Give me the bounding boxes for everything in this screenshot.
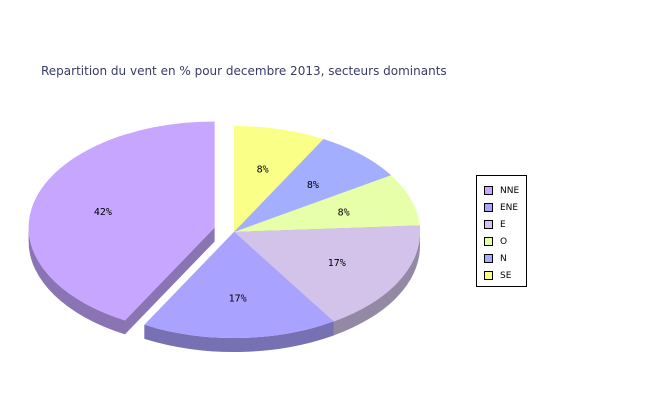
slice-label-se: 8% <box>257 164 269 175</box>
slice-label-e: 17% <box>328 258 346 269</box>
legend: NNE ENE E O N SE <box>476 175 527 287</box>
legend-swatch <box>484 203 493 212</box>
slice-ene <box>144 232 334 338</box>
slice-nne-side-0 <box>28 227 126 335</box>
slice-se <box>234 126 324 232</box>
legend-swatch <box>484 220 493 229</box>
legend-swatch <box>484 271 493 280</box>
legend-label: ENE <box>500 202 519 213</box>
legend-item-nne: NNE <box>477 182 526 199</box>
slice-n <box>234 139 392 232</box>
legend-label: O <box>500 236 508 247</box>
slice-o <box>234 175 420 232</box>
slice-label-nne: 42% <box>94 207 112 218</box>
legend-item-se: SE <box>477 267 526 284</box>
slice-e-side-0 <box>333 232 420 336</box>
chart-title: Repartition du vent en % pour decembre 2… <box>41 64 447 78</box>
legend-swatch <box>484 254 493 263</box>
legend-label: N <box>500 253 507 264</box>
legend-item-ene: ENE <box>477 199 526 216</box>
legend-label: E <box>500 219 506 230</box>
legend-swatch <box>484 237 493 246</box>
slice-ene-side-0 <box>144 321 334 352</box>
legend-label: SE <box>500 270 512 281</box>
legend-swatch <box>484 186 493 195</box>
slice-label-ene: 17% <box>229 294 247 305</box>
pie-slices <box>28 121 420 338</box>
pie-labels: 8% 8% 8% 17% 17% 42% <box>94 164 350 304</box>
legend-item-n: N <box>477 250 526 267</box>
legend-item-e: E <box>477 216 526 233</box>
slice-e <box>234 225 420 322</box>
slice-label-n: 8% <box>307 180 319 191</box>
slice-nne <box>28 121 215 321</box>
legend-label: NNE <box>500 185 520 196</box>
slice-label-o: 8% <box>338 208 350 219</box>
legend-item-o: O <box>477 233 526 250</box>
slice-nne-edge-0 <box>125 227 215 335</box>
